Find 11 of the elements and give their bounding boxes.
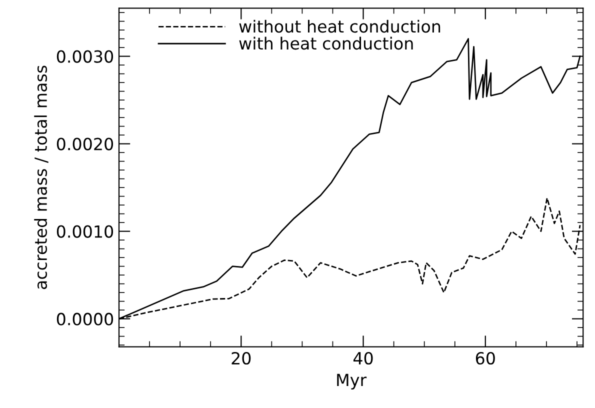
y-axis-title: accreted mass / total mass [34, 66, 48, 290]
x-axis-title: Myr [337, 374, 367, 390]
x-tick-label: 20 [232, 352, 251, 365]
y-tick-label: 0.0030 [56, 50, 114, 63]
x-tick-label: 60 [476, 352, 495, 365]
y-tick-label: 0.0000 [56, 312, 114, 326]
x-tick-label: 40 [353, 352, 373, 365]
y-tick-label: 0.0010 [56, 225, 114, 238]
legend-label: without heat conduction [239, 20, 440, 33]
legend-label: with heat conduction [239, 36, 413, 50]
y-tick-label: 0.0020 [56, 138, 114, 150]
